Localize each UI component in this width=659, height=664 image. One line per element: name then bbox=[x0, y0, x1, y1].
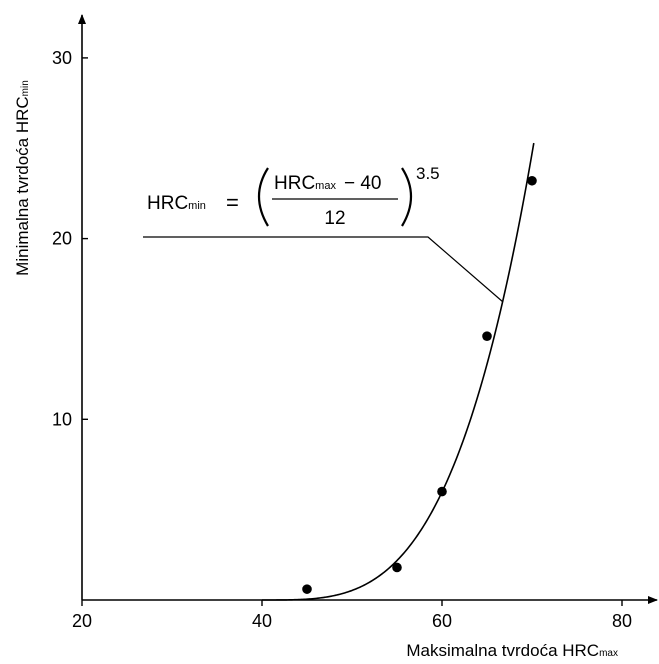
formula-lhs-main: HRC bbox=[147, 193, 188, 214]
formula-denominator: 12 bbox=[324, 208, 345, 229]
formula-exponent: 3.5 bbox=[416, 164, 440, 183]
x-ticks: 20 40 60 80 bbox=[72, 600, 632, 631]
x-axis-label-sub: max bbox=[599, 648, 618, 659]
x-tick-label: 60 bbox=[432, 611, 452, 631]
x-tick-label: 40 bbox=[252, 611, 272, 631]
formula-numerator-main: HRC bbox=[274, 173, 315, 194]
y-axis-label-main: Minimalna tvrdoća HRC bbox=[13, 96, 32, 276]
formula-annotation: HRCmin = HRCmax − 40 12 3.5 bbox=[147, 164, 440, 229]
formula-numerator-rest: − 40 bbox=[344, 173, 382, 194]
y-axis-label: Minimalna tvrdoća HRCmin bbox=[13, 80, 32, 276]
y-ticks: 10 20 30 bbox=[52, 48, 88, 429]
x-tick-label: 80 bbox=[612, 611, 632, 631]
formula-numerator-sub: max bbox=[315, 180, 336, 192]
data-point bbox=[392, 562, 402, 573]
y-axis-label-sub: min bbox=[20, 80, 31, 96]
formula-equals: = bbox=[226, 190, 239, 215]
y-tick-label: 20 bbox=[52, 229, 72, 249]
y-tick-label: 10 bbox=[52, 409, 72, 429]
fit-curve bbox=[262, 142, 535, 601]
formula-left-paren bbox=[258, 167, 269, 227]
x-axis-label-main: Maksimalna tvrdoća HRC bbox=[406, 641, 599, 660]
formula-lhs-sub: min bbox=[188, 200, 206, 212]
x-tick-label: 20 bbox=[72, 611, 92, 631]
formula-lhs: HRCmin bbox=[147, 193, 206, 214]
data-point bbox=[437, 486, 447, 497]
data-point bbox=[482, 331, 492, 341]
annotation-leader-line bbox=[143, 236, 504, 303]
formula-right-paren bbox=[401, 167, 412, 227]
y-tick-label: 30 bbox=[52, 48, 72, 68]
data-point bbox=[527, 175, 537, 186]
formula-numerator: HRCmax − 40 bbox=[274, 173, 381, 194]
x-axis-label: Maksimalna tvrdoća HRCmax bbox=[406, 641, 618, 660]
data-points bbox=[302, 175, 537, 594]
data-point bbox=[302, 584, 312, 594]
